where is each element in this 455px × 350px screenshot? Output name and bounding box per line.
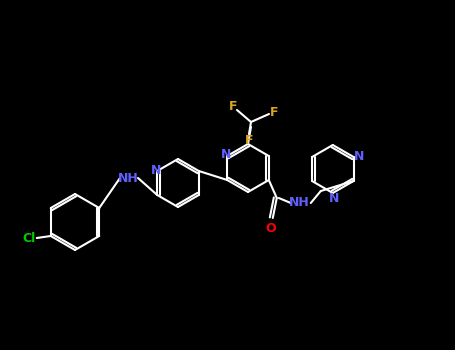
Text: N: N: [151, 163, 162, 176]
Text: NH: NH: [288, 196, 309, 210]
Text: N: N: [354, 150, 364, 163]
Text: F: F: [270, 105, 278, 119]
Text: F: F: [229, 99, 237, 112]
Text: F: F: [245, 133, 253, 147]
Text: N: N: [329, 191, 339, 204]
Text: NH: NH: [118, 172, 138, 184]
Text: N: N: [221, 148, 232, 161]
Text: Cl: Cl: [22, 232, 35, 245]
Text: O: O: [265, 222, 276, 235]
